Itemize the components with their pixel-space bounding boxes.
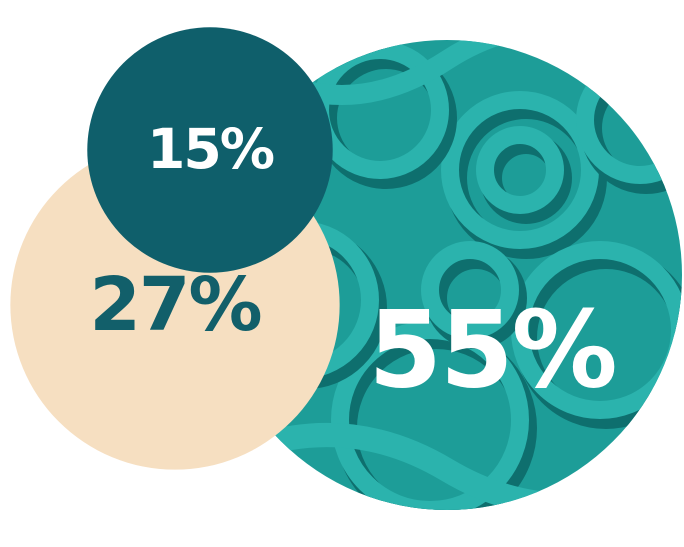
value-label: 27%	[89, 262, 260, 348]
value-label: 15%	[147, 118, 274, 182]
swirl	[421, 241, 519, 339]
swirl	[331, 321, 529, 510]
bubbles: 55% 27% 15%	[10, 27, 682, 510]
swirl	[441, 91, 599, 249]
swirl	[476, 126, 564, 214]
value-label: 55%	[368, 289, 615, 412]
bubble	[87, 27, 333, 273]
